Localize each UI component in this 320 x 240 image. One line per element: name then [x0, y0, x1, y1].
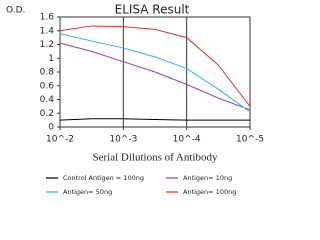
series-line [59, 118, 250, 121]
y-axis-title: O.D. [6, 6, 25, 16]
chart: ELISA Result O.D. Serial Dilutions of An… [6, 3, 264, 197]
y-tick-label: 1 [48, 54, 54, 64]
x-tick-label: 10^-4 [173, 135, 201, 145]
y-tick-label: 1.6 [40, 13, 55, 23]
y-tick-label: 0.2 [40, 109, 54, 119]
y-tick-label: 0 [48, 123, 54, 133]
x-tick-label: 10^-2 [46, 135, 74, 145]
x-tick-label: 10^-5 [236, 135, 264, 145]
y-tick-label: 0.4 [40, 95, 55, 105]
y-tick-label: 0.8 [40, 68, 55, 78]
x-tick-label: 10^-3 [109, 135, 137, 145]
y-tick-label: 1.2 [40, 40, 54, 50]
legend-label: Antigen= 50ng [63, 188, 112, 196]
y-tick-label: 0.6 [40, 81, 55, 91]
series-line [59, 42, 251, 111]
legend-label: Control Antigen = 100ng [63, 174, 144, 182]
legend-label: Antigen= 100ng [183, 188, 236, 196]
x-axis-title: Serial Dilutions of Antibody [93, 152, 218, 164]
series-line [59, 33, 251, 113]
y-tick-label: 1.4 [40, 26, 55, 36]
chart-title: ELISA Result [115, 3, 190, 17]
page: ELISA Result O.D. Serial Dilutions of An… [6, 2, 264, 197]
series-line [59, 25, 251, 107]
legend-label: Antigen= 10ng [183, 174, 232, 182]
